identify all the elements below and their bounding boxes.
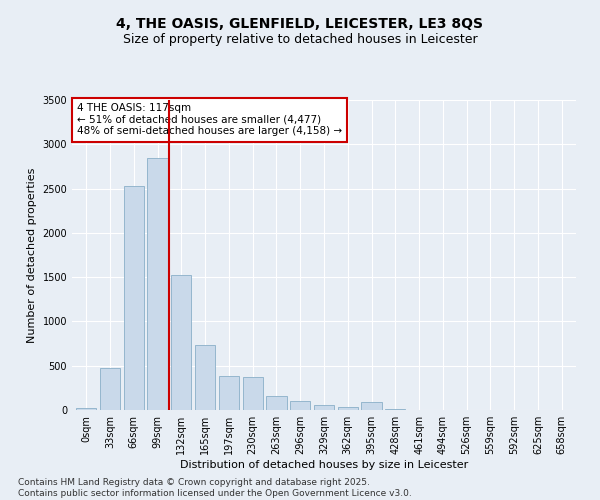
Bar [100,368,120,410]
Bar [76,408,97,410]
Bar [148,158,167,410]
Bar [290,401,310,410]
Bar [266,396,287,410]
Y-axis label: Number of detached properties: Number of detached properties [27,168,37,342]
Text: 4, THE OASIS, GLENFIELD, LEICESTER, LE3 8QS: 4, THE OASIS, GLENFIELD, LEICESTER, LE3 … [116,18,484,32]
Bar [338,408,358,410]
X-axis label: Distribution of detached houses by size in Leicester: Distribution of detached houses by size … [180,460,468,470]
Bar [361,402,382,410]
Bar [124,186,144,410]
Text: 4 THE OASIS: 117sqm
← 51% of detached houses are smaller (4,477)
48% of semi-det: 4 THE OASIS: 117sqm ← 51% of detached ho… [77,103,342,136]
Bar [385,409,406,410]
Text: Contains HM Land Registry data © Crown copyright and database right 2025.
Contai: Contains HM Land Registry data © Crown c… [18,478,412,498]
Bar [314,405,334,410]
Bar [242,377,263,410]
Bar [219,376,239,410]
Text: Size of property relative to detached houses in Leicester: Size of property relative to detached ho… [122,32,478,46]
Bar [195,346,215,410]
Bar [171,276,191,410]
